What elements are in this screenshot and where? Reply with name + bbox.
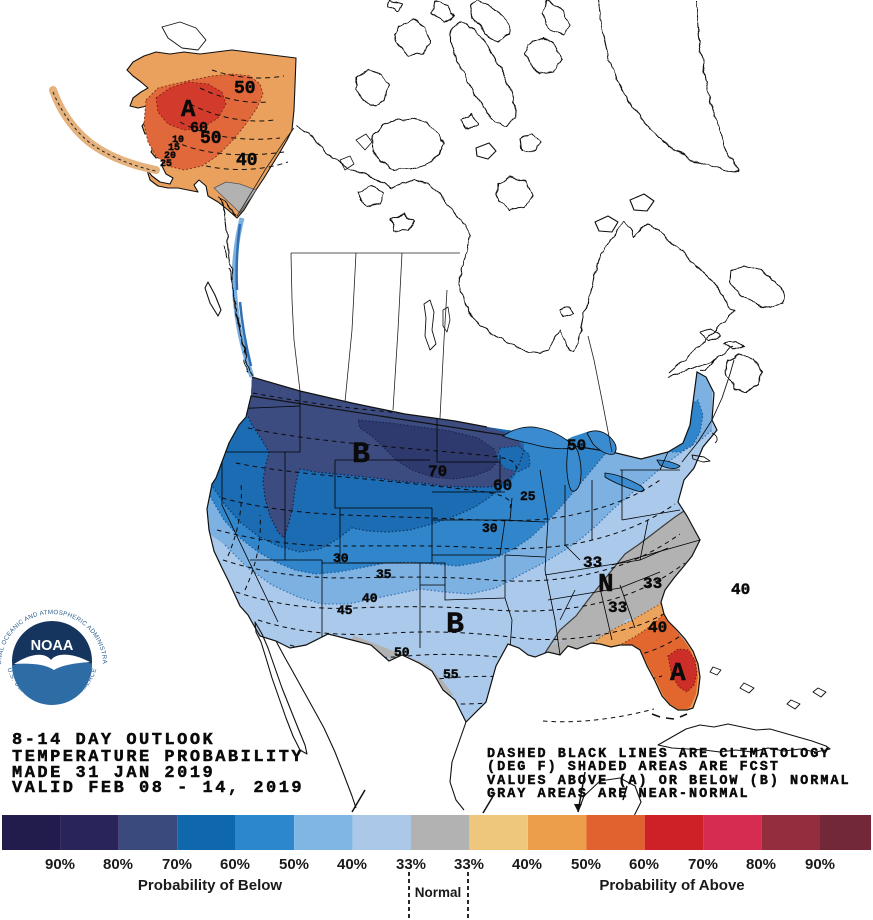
svg-text:33%: 33% — [396, 856, 426, 873]
svg-text:33: 33 — [643, 575, 662, 593]
svg-text:25: 25 — [160, 159, 172, 170]
svg-text:30: 30 — [333, 551, 349, 566]
svg-text:70: 70 — [428, 463, 447, 481]
svg-text:50%: 50% — [279, 856, 309, 873]
svg-text:15: 15 — [168, 143, 180, 154]
svg-text:80%: 80% — [746, 856, 776, 873]
svg-text:33%: 33% — [454, 856, 484, 873]
svg-text:N: N — [598, 569, 614, 599]
svg-text:Probability of Below: Probability of Below — [138, 877, 283, 894]
svg-text:Probability of Above: Probability of Above — [599, 877, 744, 894]
svg-text:30: 30 — [482, 521, 498, 536]
svg-text:40: 40 — [236, 151, 258, 171]
svg-text:A: A — [670, 658, 686, 688]
svg-text:45: 45 — [337, 603, 353, 618]
svg-text:VALID FEB 08 - 14, 2019: VALID FEB 08 - 14, 2019 — [12, 779, 304, 798]
svg-text:40: 40 — [362, 591, 378, 606]
svg-text:50%: 50% — [571, 856, 601, 873]
svg-text:60: 60 — [190, 120, 208, 137]
svg-text:8-14 DAY OUTLOOK: 8-14 DAY OUTLOOK — [12, 731, 215, 750]
svg-text:33: 33 — [583, 554, 602, 572]
svg-text:55: 55 — [443, 667, 459, 682]
svg-text:B: B — [446, 608, 464, 642]
svg-text:50: 50 — [200, 129, 222, 149]
svg-text:70%: 70% — [688, 856, 718, 873]
svg-text:25: 25 — [520, 489, 536, 504]
svg-text:(DEG F) SHADED AREAS ARE FCST: (DEG F) SHADED AREAS ARE FCST — [487, 760, 780, 775]
svg-text:GRAY AREAS ARE NEAR-NORMAL: GRAY AREAS ARE NEAR-NORMAL — [487, 787, 750, 802]
svg-text:50: 50 — [234, 79, 256, 99]
svg-text:DASHED BLACK LINES ARE CLIMATO: DASHED BLACK LINES ARE CLIMATOLOGY — [487, 747, 830, 762]
svg-text:60: 60 — [493, 477, 512, 495]
svg-text:33: 33 — [608, 599, 627, 617]
svg-text:TEMPERATURE PROBABILITY: TEMPERATURE PROBABILITY — [12, 748, 304, 767]
svg-text:70%: 70% — [162, 856, 192, 873]
svg-text:20: 20 — [164, 151, 176, 162]
svg-text:MADE 31 JAN 2019: MADE 31 JAN 2019 — [12, 764, 215, 783]
svg-text:10: 10 — [172, 135, 184, 146]
svg-text:NOAA: NOAA — [31, 638, 74, 654]
svg-text:Normal: Normal — [415, 885, 462, 900]
svg-text:40: 40 — [731, 581, 750, 599]
svg-text:40%: 40% — [512, 856, 542, 873]
svg-text:40%: 40% — [337, 856, 367, 873]
svg-text:90%: 90% — [45, 856, 75, 873]
svg-text:VALUES ABOVE (A) OR BELOW (B): VALUES ABOVE (A) OR BELOW (B) NORMAL — [487, 774, 851, 789]
svg-text:B: B — [352, 438, 370, 472]
svg-text:50: 50 — [394, 645, 410, 660]
svg-text:90%: 90% — [805, 856, 835, 873]
svg-text:35: 35 — [376, 567, 392, 582]
svg-text:40: 40 — [648, 619, 667, 637]
svg-text:60%: 60% — [629, 856, 659, 873]
svg-text:A: A — [181, 97, 196, 124]
svg-text:50: 50 — [567, 437, 586, 455]
svg-text:60%: 60% — [220, 856, 250, 873]
svg-text:80%: 80% — [103, 856, 133, 873]
